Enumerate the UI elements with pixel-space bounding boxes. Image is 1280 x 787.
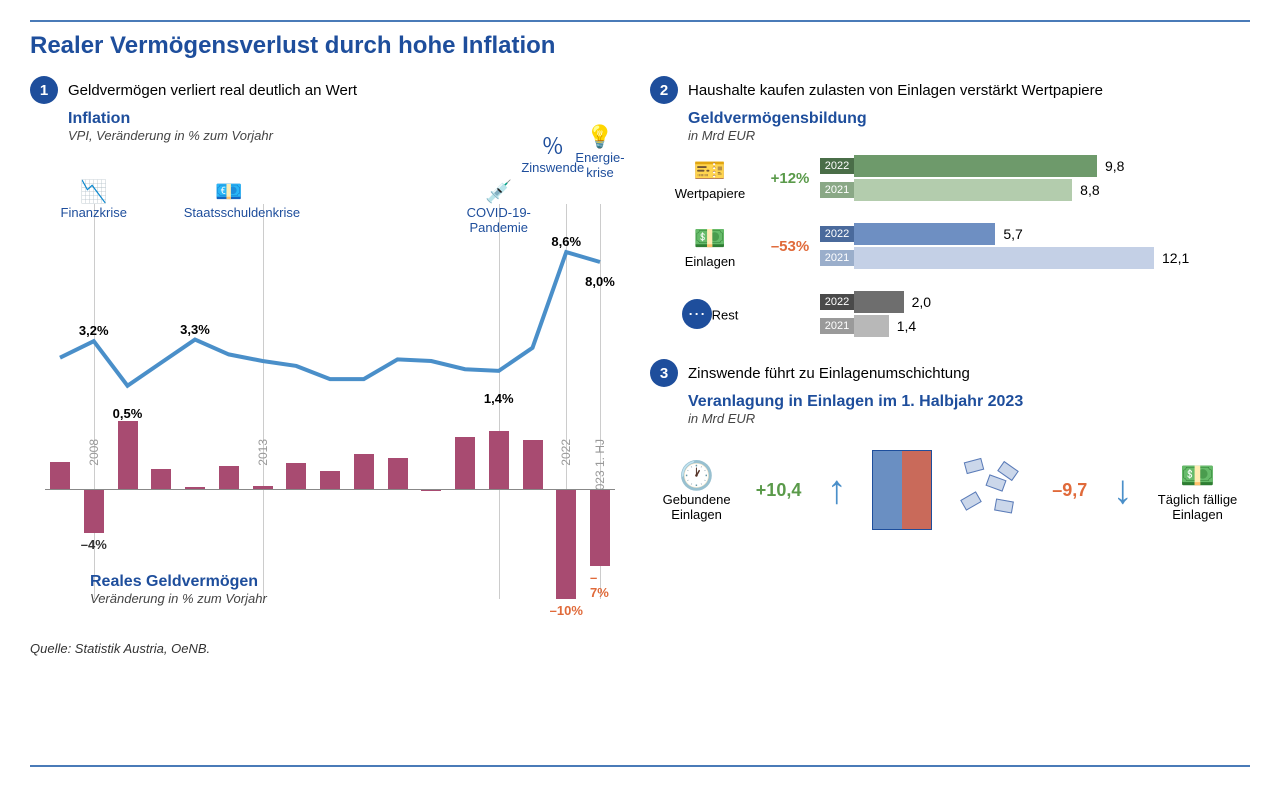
arrow-up-icon: ↑ [827,470,847,510]
bar-baseline [45,489,615,490]
panel1-headline: Geldvermögen verliert real deutlich an W… [68,82,357,99]
asset-categories: 🎫Wertpapiere +12% 20229,820218,8 💵Einlag… [660,153,1250,339]
event-marker: 💶Staatsschuldenkrise [184,179,274,221]
real-wealth-bar [286,463,306,489]
real-wealth-bar [455,437,475,489]
real-wealth-label: –10% [550,603,583,618]
real-wealth-bar [556,489,576,599]
inflation-value-label: 1,4% [484,391,514,406]
bound-deposits-label: Gebundene Einlagen [663,492,731,522]
event-marker: 💉COVID-19-Pandemie [454,179,544,236]
real-wealth-label: –4% [81,537,107,552]
real-wealth-bar [50,462,70,490]
real-wealth-bar [489,431,509,489]
arrow-down-icon: ↓ [1113,470,1133,510]
inflation-value-label: 3,2% [79,323,109,338]
daily-deposits-value: –9,7 [1052,480,1087,501]
bottom-rule [30,765,1250,767]
real-wealth-bar [320,471,340,489]
panel-1: 1 Geldvermögen verliert real deutlich an… [30,76,620,656]
badge-3: 3 [650,359,678,387]
real-wealth-bar [590,489,610,566]
inflation-chart: 20082013202020222023 1. HJ3,2%0,5%3,3%1,… [30,149,620,629]
real-wealth-bar [84,489,104,533]
badge-1: 1 [30,76,58,104]
deposit-shift: 🕐 Gebundene Einlagen +10,4 ↑ –9,7 ↓ 💵 [650,450,1250,530]
real-wealth-label: –7% [590,570,610,600]
panel2-headline: Haushalte kaufen zulasten von Einlagen v… [688,82,1103,99]
real-wealth-bar [523,440,543,490]
inflation-value-label: 0,5% [113,406,143,421]
asset-category-row: 🎫Wertpapiere +12% 20229,820218,8 [660,153,1250,203]
event-marker: 💡Energie-krise [555,124,645,181]
panel3-subhead: Veranlagung in Einlagen im 1. Halbjahr 2… [688,393,1250,411]
panel2-subnote: in Mrd EUR [688,128,1250,143]
badge-2: 2 [650,76,678,104]
inflation-value-label: 8,6% [551,234,581,249]
page-title: Realer Vermögensverlust durch hohe Infla… [30,32,1250,60]
panel-2: 2 Haushalte kaufen zulasten von Einlagen… [650,76,1250,339]
panel1-subhead: Inflation [68,110,620,128]
asset-category-row: ⋯Rest 20222,020211,4 [660,289,1250,339]
panel3-subnote: in Mrd EUR [688,411,1250,426]
real-wealth-bar [388,458,408,489]
money-scatter-icon [957,455,1027,525]
real-wealth-bar [219,466,239,489]
bound-deposits-value: +10,4 [756,480,802,501]
source-note: Quelle: Statistik Austria, OeNB. [30,641,620,656]
panel-3: 3 Zinswende führt zu Einlagenumschichtun… [650,359,1250,530]
money-stack-icon [872,450,932,530]
real-wealth-bar [354,454,374,489]
inflation-value-label: 8,0% [585,274,615,289]
event-marker: 📉Finanzkrise [49,179,139,221]
real-wealth-bar [151,469,171,489]
panel3-headline: Zinswende führt zu Einlagenumschichtung [688,365,970,382]
panel1-subhead2: Reales GeldvermögenVeränderung in % zum … [90,569,267,606]
inflation-value-label: 3,3% [180,322,210,337]
top-rule [30,20,1250,22]
daily-deposits-label: Täglich fällige Einlagen [1158,492,1238,522]
asset-category-row: 💵Einlagen –53% 20225,7202112,1 [660,221,1250,271]
panel2-subhead: Geldvermögensbildung [688,110,1250,128]
real-wealth-bar [118,421,138,489]
